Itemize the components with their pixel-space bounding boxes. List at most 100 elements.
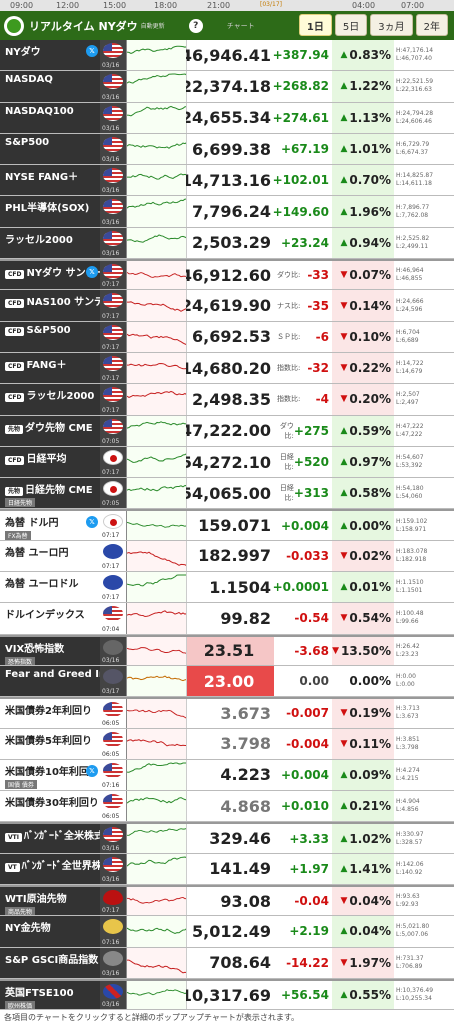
instrument-label[interactable]: Fear and Greed Index [0,665,100,697]
instrument-label[interactable]: PHL半導体(SOX) [0,196,100,227]
quote-row[interactable]: 米国債券2年利回り 06:05 3.673 -0.007 ▼ 0.19% H:3.713 L:… [0,697,454,729]
sparkline-chart[interactable] [126,603,186,634]
quote-row[interactable]: WTI原油先物 商品先物 07:17 93.08 -0.04 ▼ 0.04% H:93.63 L… [0,885,454,917]
sparkline-chart[interactable] [126,636,186,665]
tab-5day[interactable]: 5日 [334,14,368,36]
sparkline-chart[interactable] [126,133,186,165]
sparkline-chart[interactable] [126,759,186,791]
sparkline-chart[interactable] [126,728,186,759]
instrument-label[interactable]: 先物 日経先物 CME 日経先物 [0,478,100,509]
tab-2year[interactable]: 2年 [415,14,448,36]
instrument-label[interactable]: 先物 ダウ先物 CME [0,415,100,446]
quote-row[interactable]: NY金先物 07:16 5,012.49 +2.19 ▲ 0.04% H:5,021.80 L… [0,916,454,948]
instrument-label[interactable]: NYダウ 𝕏 [0,40,100,71]
quote-row[interactable]: ラッセル2000 03/16 2,503.29 +23.24 ▲ 0.94% H:2,525… [0,227,454,260]
sparkline-chart[interactable] [126,947,186,978]
quote-row[interactable]: S&P500 03/16 6,699.38 +67.19 ▲ 1.01% H:6,729.7… [0,133,454,166]
category-link[interactable]: 日経先物 [5,498,36,508]
quote-row[interactable]: 為替 ユーロドル 07:17 1.1504 +0.0001 ▲ 0.01% H:1.1510… [0,572,454,604]
sparkline-chart[interactable] [126,665,186,697]
instrument-label[interactable]: 米国債券5年利回り [0,728,100,759]
sparkline-chart[interactable] [126,227,186,259]
sparkline-chart[interactable] [126,511,186,540]
instrument-label[interactable]: NASDAQ100 [0,102,100,133]
sparkline-chart[interactable] [126,321,186,352]
quote-row[interactable]: CFD NYダウ サンデー 𝕏 07:17 46,912.60 ダウ比: -33 ▼ 0.07%… [0,259,454,291]
instrument-label[interactable]: CFD 日経平均 [0,446,100,478]
instrument-label[interactable]: S&P500 [0,133,100,165]
quote-row[interactable]: 為替 ユーロ円 07:17 182.997 -0.033 ▼ 0.02% H:183.078… [0,540,454,573]
sparkline-chart[interactable] [126,824,186,853]
category-link[interactable]: FX為替 [5,531,31,540]
quote-row[interactable]: 先物 ダウ先物 CME 07:05 47,222.00 ダウ比: +275 ▲ 0.59% H:… [0,415,454,447]
instrument-label[interactable]: VTﾊﾞﾝｶﾞｰﾄﾞ全世界株式 ETF [0,853,100,885]
x-share-icon[interactable]: 𝕏 [86,266,98,279]
quote-row[interactable]: 米国債券10年利回 国債 債券 𝕏 07:16 4.223 +0.004 ▲ 0.09% H:4… [0,759,454,792]
instrument-label[interactable]: WTI原油先物 商品先物 [0,887,100,916]
quote-row[interactable]: VTﾊﾞﾝｶﾞｰﾄﾞ全世界株式 ETF03/16141.49+1.97▲1.41… [0,853,454,886]
sparkline-chart[interactable] [126,384,186,415]
tab-1day[interactable]: 1日 [298,14,332,36]
quote-row[interactable]: PHL半導体(SOX) 03/16 7,796.24 +149.60 ▲ 1.96% H:7… [0,196,454,228]
x-share-icon[interactable]: 𝕏 [86,764,98,777]
instrument-label[interactable]: CFD S&P500 [0,321,100,352]
instrument-label[interactable]: CFD ラッセル2000 [0,384,100,415]
sparkline-chart[interactable] [126,540,186,572]
quote-row[interactable]: Fear and Greed Index03/1723.000.000.00%H… [0,665,454,698]
sparkline-chart[interactable] [126,261,186,290]
category-link[interactable]: 国債 債券 [5,779,37,789]
sparkline-chart[interactable] [126,446,186,478]
sparkline-chart[interactable] [126,290,186,321]
category-link[interactable]: 商品先物 [5,907,36,916]
instrument-label[interactable]: CFD NYダウ サンデー 𝕏 [0,261,100,290]
instrument-label[interactable]: 米国債券2年利回り [0,699,100,728]
quote-row[interactable]: CFD 日経平均 07:17 54,272.10 日経比: +520 ▲ 0.97% H:54,… [0,446,454,479]
instrument-label[interactable]: ラッセル2000 [0,227,100,259]
sparkline-chart[interactable] [126,196,186,227]
sparkline-chart[interactable] [126,572,186,603]
instrument-label[interactable]: 米国債券30年利回り [0,791,100,822]
sparkline-chart[interactable] [126,478,186,509]
help-icon[interactable]: ? [188,18,203,33]
quote-row[interactable]: NYSE FANG＋ 03/16 14,713.16 +102.01 ▲ 0.70% H:1… [0,165,454,197]
quote-row[interactable]: S&P GSCI商品指数 03/16 708.64 -14.22 ▼ 1.97% H:731… [0,947,454,979]
sparkline-chart[interactable] [126,352,186,384]
category-link[interactable]: 欧州株価 [5,1000,36,1010]
x-share-icon[interactable]: 𝕏 [86,516,98,529]
sparkline-chart[interactable] [126,980,186,1010]
instrument-label[interactable]: 英国FTSE100 欧州株価 [0,980,100,1010]
sparkline-chart[interactable] [126,71,186,102]
quote-row[interactable]: NASDAQ 03/16 22,374.18 +268.82 ▲ 1.22% H:22,52… [0,71,454,103]
quote-row[interactable]: 英国FTSE100 欧州株価 03/16 10,317.69 +56.54 ▲ 0.55% H… [0,978,454,1011]
quote-row[interactable]: 先物 日経先物 CME 日経先物 07:05 54,065.00 日経比: +313 ▲ 0.5… [0,478,454,510]
sparkline-chart[interactable] [126,853,186,885]
quote-row[interactable]: CFD S&P500 07:17 6,692.53 ＳＰ比: -6 ▼ 0.10% H:6,70… [0,321,454,353]
instrument-label[interactable]: NYSE FANG＋ [0,165,100,196]
quote-row[interactable]: CFD FANG＋ 07:17 14,680.20 指数比: -32 ▼ 0.22% H:14,… [0,352,454,385]
quote-row[interactable]: 米国債券30年利回り 06:05 4.868 +0.010 ▲ 0.21% H:4.904 L… [0,791,454,823]
quote-row[interactable]: CFD ラッセル2000 07:17 2,498.35 指数比: -4 ▼ 0.20% H:2,… [0,384,454,416]
tab-3month[interactable]: 3ヵ月 [370,14,413,36]
instrument-label[interactable]: ドルインデックス [0,603,100,634]
sparkline-chart[interactable] [126,699,186,728]
instrument-label[interactable]: 為替 ユーロドル [0,572,100,603]
category-link[interactable]: 恐怖指数 [5,656,36,665]
x-share-icon[interactable]: 𝕏 [86,45,98,57]
sparkline-chart[interactable] [126,102,186,133]
sparkline-chart[interactable] [126,165,186,196]
quote-row[interactable]: VIX恐怖指数 恐怖指数 03/16 23.51 -3.68 ▼ 13.50% H:26.42… [0,634,454,666]
quote-row[interactable]: 為替 ドル円 FX為替 𝕏 07:17 159.071 +0.004 ▲ 0.00% H:159… [0,509,454,541]
sparkline-chart[interactable] [126,415,186,446]
instrument-label[interactable]: S&P GSCI商品指数 [0,947,100,978]
quote-row[interactable]: NASDAQ100 03/16 24,655.34 +274.61 ▲ 1.13% H:24… [0,102,454,134]
sparkline-chart[interactable] [126,40,186,71]
instrument-label[interactable]: 為替 ドル円 FX為替 𝕏 [0,511,100,540]
instrument-label[interactable]: VIX恐怖指数 恐怖指数 [0,636,100,665]
instrument-label[interactable]: NY金先物 [0,916,100,947]
sparkline-chart[interactable] [126,791,186,822]
instrument-label[interactable]: 米国債券10年利回 国債 債券 𝕏 [0,759,100,791]
